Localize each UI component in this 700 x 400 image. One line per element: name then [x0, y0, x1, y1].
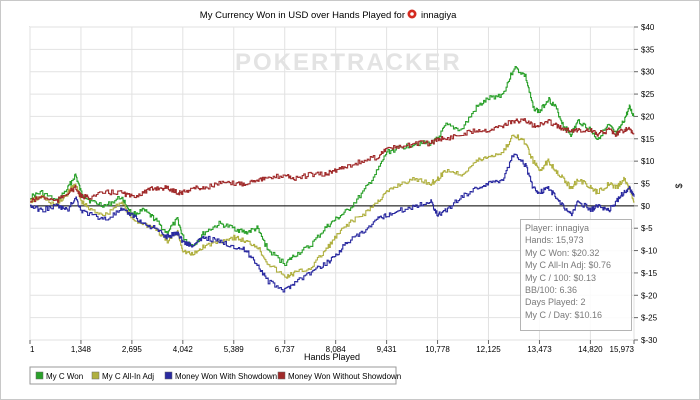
- y-tick-label: $-15: [641, 269, 658, 278]
- y-tick-label: $5: [641, 180, 650, 189]
- x-tick-label: 1,348: [71, 345, 92, 354]
- x-tick-label: 8,084: [326, 345, 347, 354]
- legend-swatch: [91, 371, 100, 380]
- legend-swatch: [35, 371, 44, 380]
- legend-label: Money Won Without Showdown: [288, 372, 401, 381]
- y-tick-label: $35: [641, 45, 655, 54]
- y-tick-label: $0: [641, 202, 650, 211]
- axis-layer: $40 $35 $30 $25 $20 $15 $10 $5 $0 $-5 $-10 $-15 $-20…: [29, 23, 658, 354]
- y-tick-label: $40: [641, 23, 655, 32]
- y-tick-label: $-20: [641, 291, 658, 300]
- legend-swatch: [164, 371, 173, 380]
- tooltip-per-day: My C / Day: $10.16: [525, 309, 603, 320]
- series-line-2: [30, 134, 635, 279]
- x-tick-label: 15,973: [610, 345, 635, 354]
- x-tick-label: 5,389: [224, 345, 245, 354]
- series-line-4: [30, 118, 635, 203]
- y-axis-label: $: [674, 183, 684, 188]
- tooltip-days: Days Played: 2: [525, 297, 586, 308]
- legend-swatch: [277, 371, 286, 380]
- series-line-3: [30, 153, 635, 293]
- x-tick-label: 2,695: [122, 345, 143, 354]
- legend-label: My C All-In Adj: [102, 372, 154, 381]
- y-tick-label: $10: [641, 157, 655, 166]
- x-tick-label: 13,473: [527, 345, 552, 354]
- series-layer: [30, 65, 635, 293]
- tooltip-bb-100: BB/100: 6.36: [525, 285, 578, 296]
- y-tick-label: $-30: [641, 336, 658, 345]
- summary-tooltip: Player: innagiya Hands: 15,973 My C Won:…: [520, 219, 632, 331]
- x-tick-label: 1: [30, 345, 35, 354]
- x-tick-label: 10,778: [425, 345, 450, 354]
- y-tick-label: $30: [641, 68, 655, 77]
- y-tick-label: $-25: [641, 314, 658, 323]
- legend-label: Money Won With Showdown: [175, 372, 277, 381]
- x-tick-label: 6,737: [275, 345, 296, 354]
- player-name: innagiya: [421, 10, 457, 21]
- tooltip-allin-adj: My C All-In Adj: $0.76: [525, 260, 612, 271]
- x-tick-label: 14,820: [578, 345, 603, 354]
- series-line-1: [30, 65, 635, 267]
- legend-box: [29, 366, 397, 385]
- legend: My C Won My C All-In Adj Money Won With Sh…: [35, 371, 401, 381]
- x-tick-label: 4,042: [173, 345, 194, 354]
- y-tick-label: $20: [641, 112, 655, 121]
- y-tick-label: $-5: [641, 224, 653, 233]
- x-axis-label: Hands Played: [304, 352, 360, 362]
- y-tick-label: $15: [641, 135, 655, 144]
- legend-label: My C Won: [46, 372, 83, 381]
- tooltip-won: My C Won: $20.32: [525, 247, 600, 258]
- y-tick-label: $-10: [641, 247, 658, 256]
- y-tick-label: $25: [641, 90, 655, 99]
- chart-title: My Currency Won in USD over Hands Played…: [200, 10, 405, 21]
- tooltip-per-100: My C / 100: $0.13: [525, 272, 597, 283]
- x-tick-label: 9,431: [377, 345, 398, 354]
- tooltip-player: Player: innagiya: [525, 223, 590, 233]
- tooltip-hands: Hands: 15,973: [525, 235, 584, 246]
- x-tick-label: 12,125: [476, 345, 501, 354]
- player-icon: [407, 9, 417, 19]
